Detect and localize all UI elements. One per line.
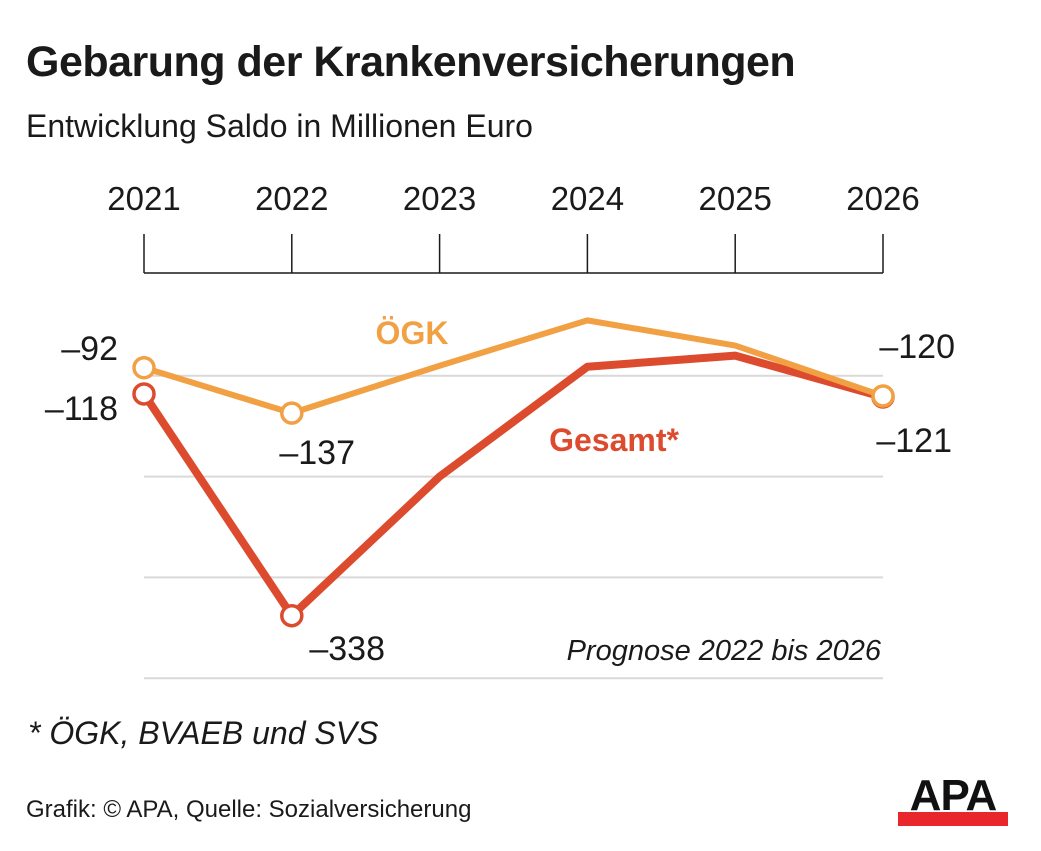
x-tick-label: 2023 [403,180,476,217]
marker-gesamt [132,382,156,406]
chart-subtitle: Entwicklung Saldo in Millionen Euro [26,108,533,144]
series-label-oegk: ÖGK [376,315,449,351]
line-gesamt [140,351,887,620]
x-tick-label: 2026 [846,180,919,217]
data-label-gesamt: –338 [309,630,385,668]
source-credit: Grafik: © APA, Quelle: Sozialversicherun… [26,796,472,823]
x-tick-label: 2021 [107,180,180,217]
series-markers [132,355,895,628]
data-label-oegk: –120 [879,328,955,366]
apa-logo-text: APA [909,771,998,820]
data-label-gesamt: –121 [876,422,952,460]
apa-logo: APA [898,774,1008,826]
series-label-gesamt: Gesamt* [549,422,679,458]
apa-logo-bar [898,812,1008,826]
footnote: * ÖGK, BVAEB und SVS [28,715,379,751]
forecast-annotation: Prognose 2022 bis 2026 [567,635,882,667]
x-tick-label: 2025 [698,180,771,217]
data-labels: –92 –137 –120 –118 –338 –121 [45,328,955,668]
marker-oegk [280,401,304,425]
series-lines [140,317,887,620]
data-label-oegk: –92 [61,330,118,368]
x-axis: 2021 2022 2023 2024 2025 2026 [107,180,920,274]
x-tick-label: 2024 [551,180,624,217]
marker-oegk [871,384,895,408]
marker-oegk [132,355,156,380]
data-label-gesamt: –118 [45,390,118,428]
data-label-oegk: –137 [279,434,355,472]
line-oegk [141,317,886,417]
gridlines [144,374,883,680]
chart-title: Gebarung der Krankenversicherungen [26,38,796,86]
marker-gesamt [280,603,304,628]
x-tick-label: 2022 [255,180,328,217]
